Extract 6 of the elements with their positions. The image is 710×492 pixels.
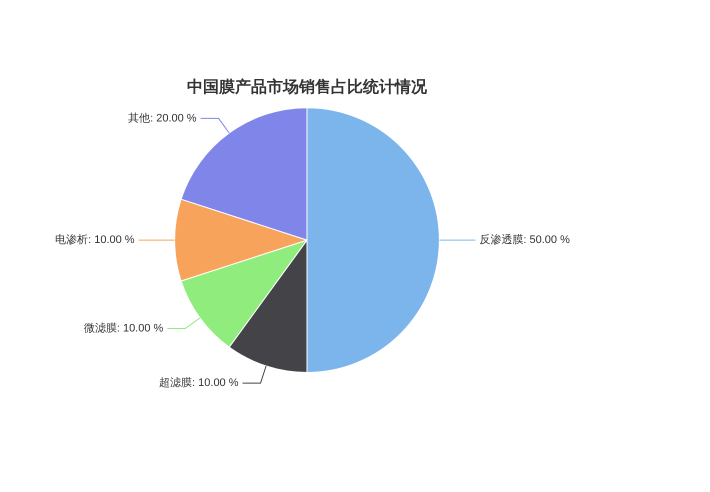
chart-title: 中国膜产品市场销售占比统计情况 [187, 78, 428, 96]
slice-label: 其他: 20.00 % [128, 111, 197, 124]
slice-label: 超滤膜: 10.00 % [159, 376, 239, 390]
slice-label: 反渗透膜: 50.00 % [479, 233, 570, 246]
slice-label: 微滤膜: 10.00 % [84, 322, 164, 335]
slice-label: 电渗析: 10.00 % [55, 233, 135, 246]
